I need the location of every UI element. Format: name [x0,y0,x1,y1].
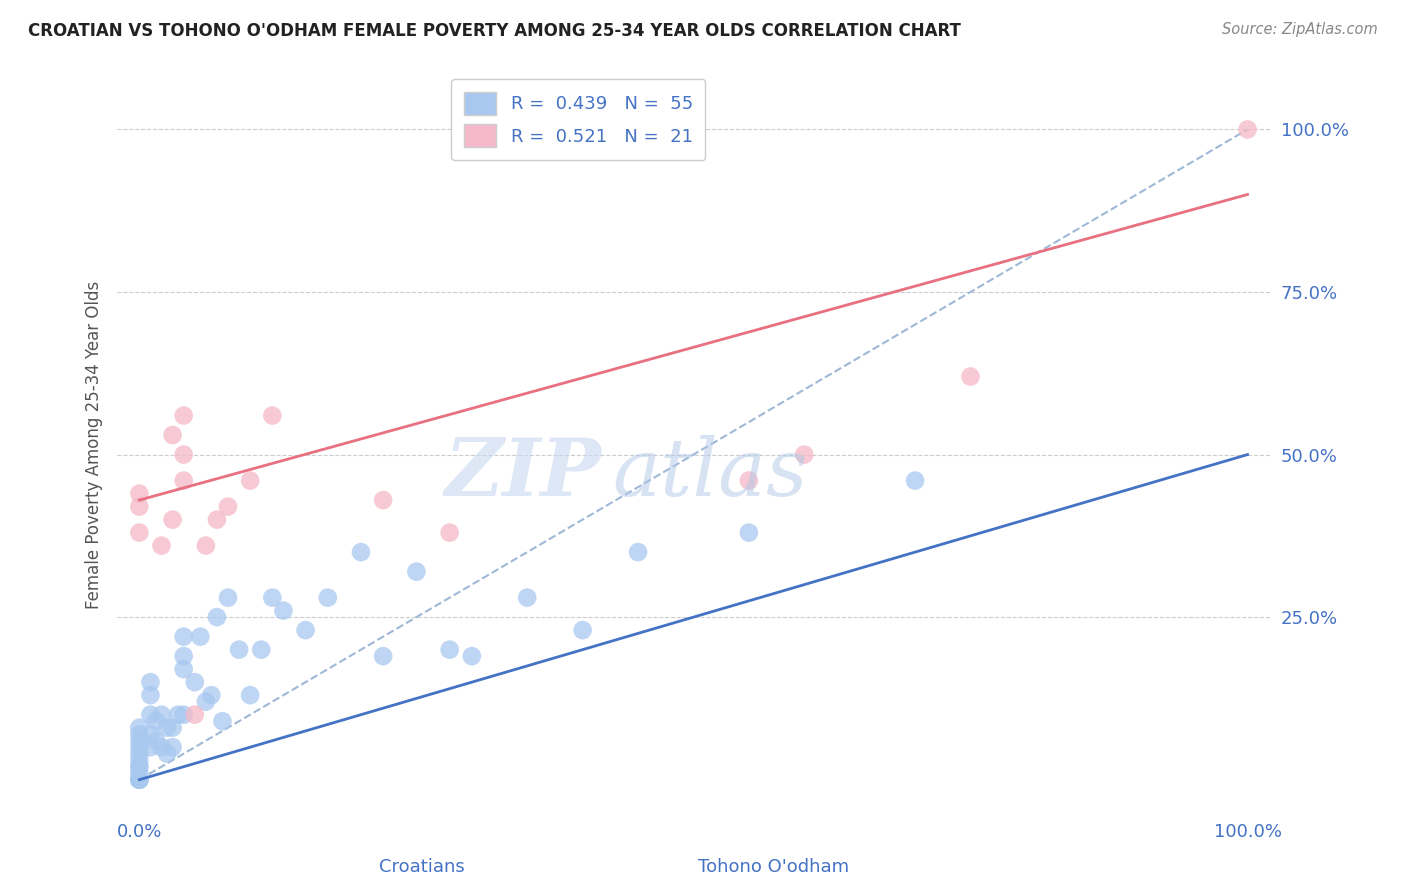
Text: CROATIAN VS TOHONO O'ODHAM FEMALE POVERTY AMONG 25-34 YEAR OLDS CORRELATION CHAR: CROATIAN VS TOHONO O'ODHAM FEMALE POVERT… [28,22,960,40]
Point [128,760,150,774]
Point [194,539,217,553]
Point [167,707,190,722]
Point [139,688,162,702]
Point [145,714,167,728]
Point [173,474,195,488]
Point [217,500,239,514]
Point [1236,122,1258,136]
Point [239,688,262,702]
Point [173,662,195,676]
Point [128,525,150,540]
Point [128,740,150,755]
Point [128,727,150,741]
Point [239,474,262,488]
Point [904,474,927,488]
Point [156,721,179,735]
Text: Tohono O'odham: Tohono O'odham [697,858,849,876]
Point [959,369,981,384]
Point [405,565,427,579]
Point [128,733,150,747]
Point [173,409,195,423]
Point [128,721,150,735]
Point [211,714,233,728]
Point [145,733,167,747]
Point [162,428,184,442]
Point [150,740,173,755]
Point [173,649,195,664]
Point [128,772,150,787]
Point [373,649,395,664]
Point [262,591,284,605]
Point [516,591,538,605]
Point [250,642,273,657]
Point [128,753,150,767]
Point [228,642,250,657]
Point [128,747,150,761]
Point [128,760,150,774]
Point [139,707,162,722]
Point [262,409,284,423]
Point [162,721,184,735]
Text: Croatians: Croatians [380,858,464,876]
Point [205,610,228,624]
Text: Source: ZipAtlas.com: Source: ZipAtlas.com [1222,22,1378,37]
Point [139,675,162,690]
Point [173,707,195,722]
Point [156,747,179,761]
Point [439,525,461,540]
Point [793,448,815,462]
Point [128,486,150,500]
Point [350,545,373,559]
Point [273,604,295,618]
Point [162,513,184,527]
Point [173,448,195,462]
Point [150,539,173,553]
Point [194,695,217,709]
Point [188,630,211,644]
Text: ZIP: ZIP [444,435,602,513]
Point [373,493,395,508]
Point [128,766,150,780]
Point [217,591,239,605]
Point [128,500,150,514]
Point [139,727,162,741]
Point [184,707,207,722]
Point [439,642,461,657]
Legend: R =  0.439   N =  55, R =  0.521   N =  21: R = 0.439 N = 55, R = 0.521 N = 21 [451,79,706,160]
Point [294,623,316,637]
Point [627,545,650,559]
Point [205,513,228,527]
Point [150,707,173,722]
Text: atlas: atlas [613,435,808,513]
Point [173,630,195,644]
Point [738,474,761,488]
Point [461,649,484,664]
Point [162,740,184,755]
Y-axis label: Female Poverty Among 25-34 Year Olds: Female Poverty Among 25-34 Year Olds [86,281,103,609]
Point [139,740,162,755]
Point [128,772,150,787]
Point [128,772,150,787]
Point [128,772,150,787]
Point [738,525,761,540]
Point [316,591,339,605]
Point [184,675,207,690]
Point [200,688,222,702]
Point [571,623,593,637]
